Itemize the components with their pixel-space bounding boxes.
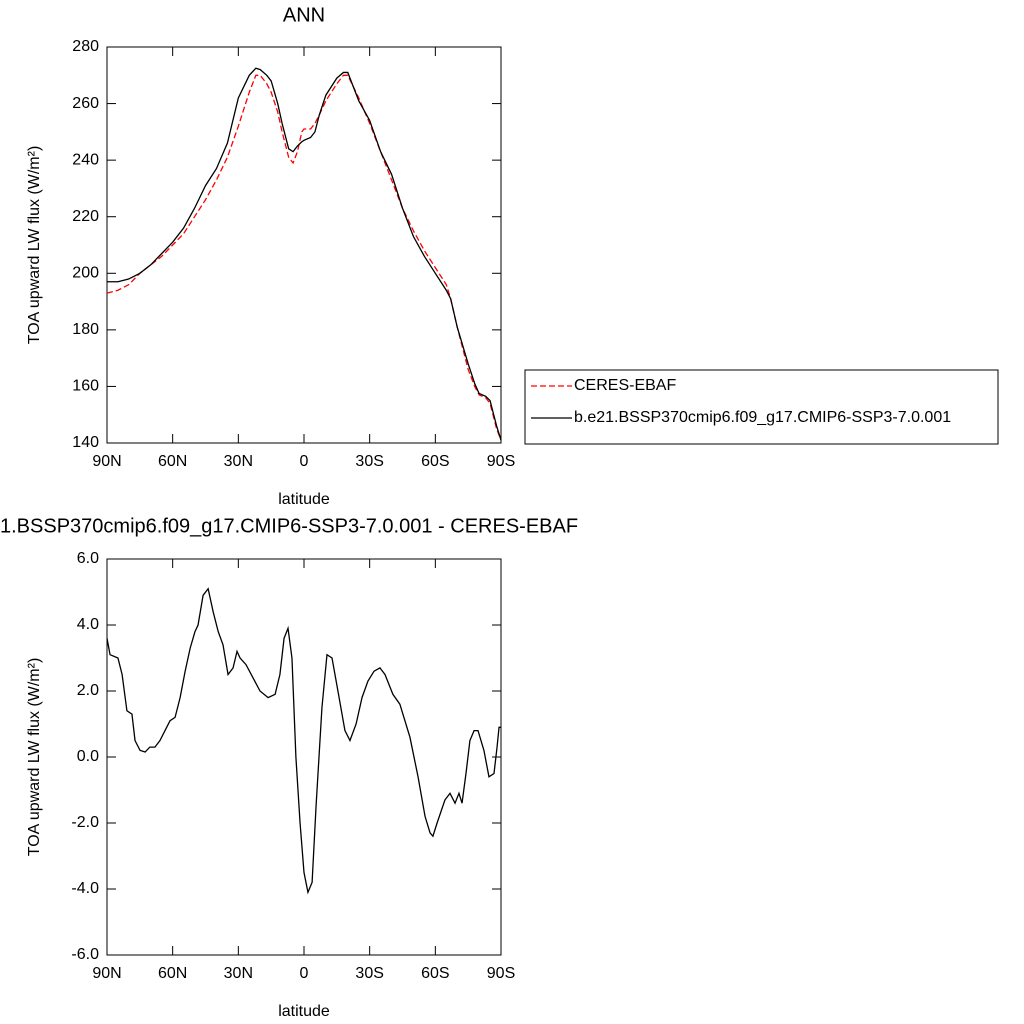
x-tick-label: 60N	[158, 453, 187, 470]
y-axis-label: TOA upward LW flux (W/m²)	[26, 658, 43, 857]
plot-frame	[106, 558, 502, 956]
x-tick-label: 30S	[355, 453, 383, 470]
y-tick-label: -2.0	[71, 814, 99, 831]
legend-label: CERES-EBAF	[574, 377, 676, 394]
y-tick-label: 240	[72, 151, 99, 168]
legend-label: b.e21.BSSP370cmip6.f09_g17.CMIP6-SSP3-7.…	[574, 409, 951, 426]
y-axis-label: TOA upward LW flux (W/m²)	[26, 146, 43, 345]
x-tick-label: 60S	[421, 965, 449, 982]
chart-title: 1.BSSP370cmip6.f09_g17.CMIP6-SSP3-7.0.00…	[0, 515, 578, 537]
y-tick-label: 200	[72, 265, 99, 282]
y-tick-label: 220	[72, 208, 99, 225]
plot-frame	[106, 46, 502, 444]
x-axis-label: latitude	[278, 1003, 330, 1020]
x-tick-label: 60N	[158, 965, 187, 982]
y-tick-label: 6.0	[77, 550, 99, 567]
x-axis-label: latitude	[278, 491, 330, 508]
x-tick-label: 90N	[92, 965, 121, 982]
y-tick-label: -4.0	[71, 880, 99, 897]
x-tick-label: 30S	[355, 965, 383, 982]
y-tick-label: 180	[72, 321, 99, 338]
y-tick-label: 4.0	[77, 616, 99, 633]
data-line	[106, 587, 501, 895]
x-tick-label: 0	[300, 965, 309, 982]
data-line	[106, 74, 502, 441]
y-tick-label: 260	[72, 95, 99, 112]
data-line	[107, 67, 502, 441]
y-tick-label: -6.0	[71, 946, 99, 963]
legend-box	[524, 369, 999, 445]
y-tick-label: 0.0	[77, 748, 99, 765]
x-tick-label: 90N	[92, 453, 121, 470]
x-tick-label: 30N	[224, 453, 253, 470]
chart-title: ANN	[283, 4, 325, 26]
x-tick-label: 30N	[224, 965, 253, 982]
x-tick-label: 90S	[487, 453, 515, 470]
x-tick-label: 90S	[487, 965, 515, 982]
x-tick-label: 0	[300, 453, 309, 470]
y-tick-label: 140	[72, 434, 99, 451]
y-tick-label: 280	[72, 38, 99, 55]
y-tick-label: 2.0	[77, 682, 99, 699]
y-tick-label: 160	[72, 378, 99, 395]
x-tick-label: 60S	[421, 453, 449, 470]
